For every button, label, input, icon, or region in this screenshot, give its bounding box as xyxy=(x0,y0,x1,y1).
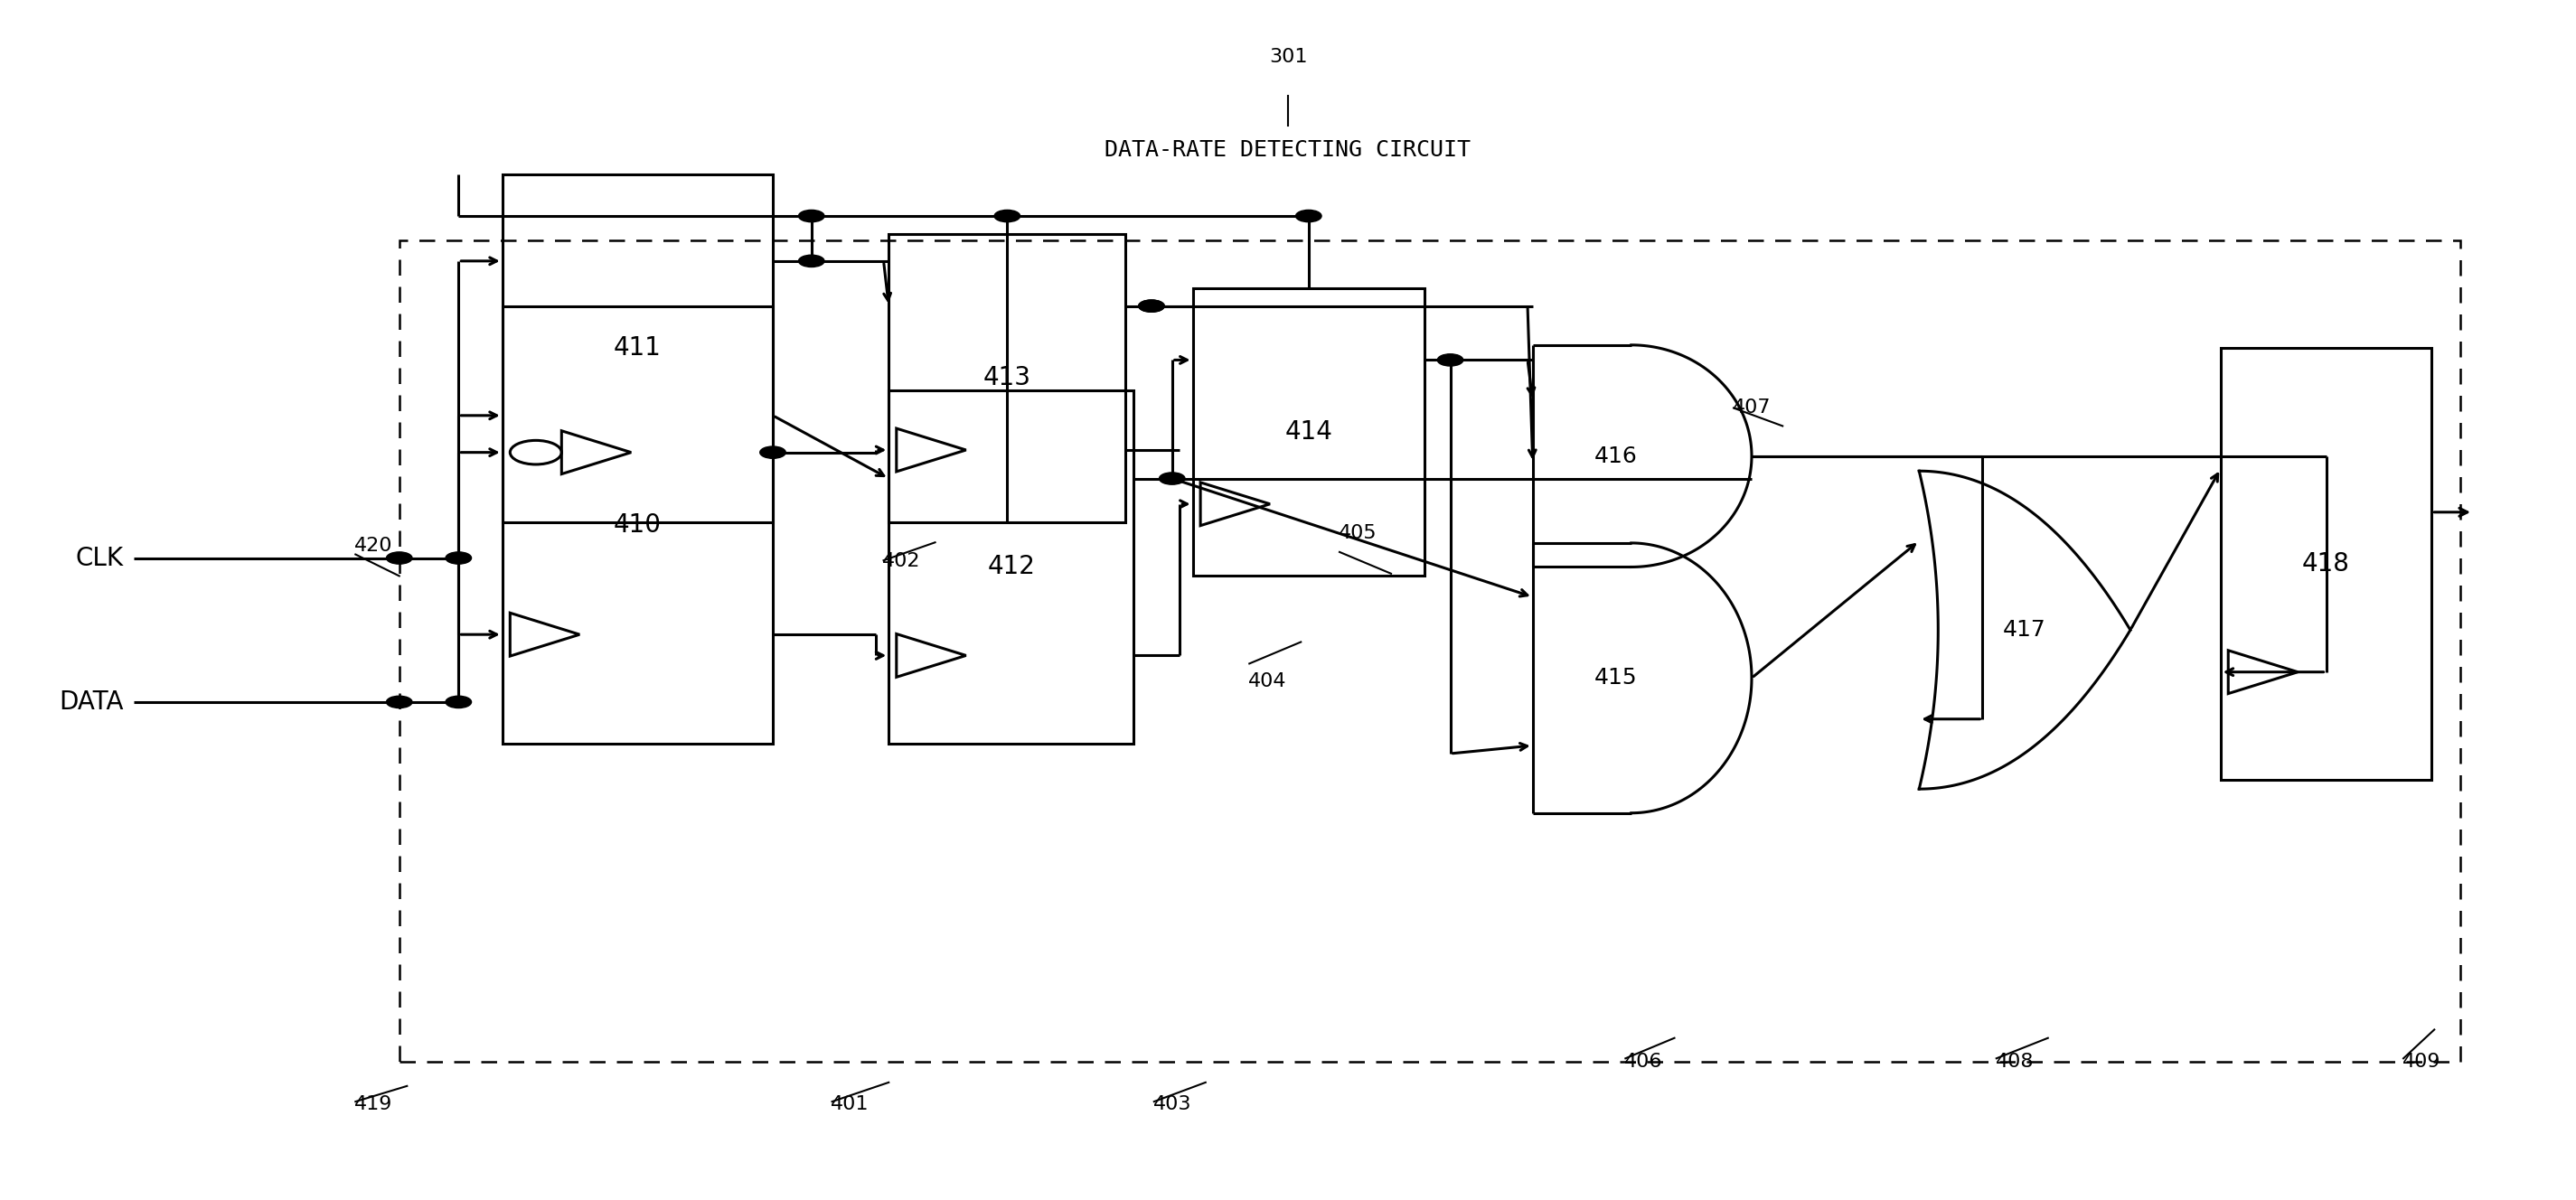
Text: 404: 404 xyxy=(1249,672,1285,690)
Circle shape xyxy=(1437,354,1463,366)
Text: 420: 420 xyxy=(355,536,392,556)
Text: 412: 412 xyxy=(987,554,1036,580)
Text: 407: 407 xyxy=(1734,398,1770,416)
Circle shape xyxy=(446,552,471,564)
Circle shape xyxy=(799,210,824,222)
Bar xyxy=(2221,348,2432,780)
Circle shape xyxy=(386,696,412,708)
Circle shape xyxy=(994,210,1020,222)
Circle shape xyxy=(760,446,786,458)
Text: 416: 416 xyxy=(1595,445,1638,467)
Text: 301: 301 xyxy=(1270,48,1306,66)
Bar xyxy=(889,234,1126,522)
Text: CLK: CLK xyxy=(75,545,124,571)
Circle shape xyxy=(1296,210,1321,222)
Bar xyxy=(502,174,773,522)
Text: 417: 417 xyxy=(2004,619,2045,641)
Text: 415: 415 xyxy=(1595,667,1638,689)
Circle shape xyxy=(386,552,412,564)
Text: 408: 408 xyxy=(1996,1052,2032,1070)
Text: 414: 414 xyxy=(1285,419,1332,445)
Text: 406: 406 xyxy=(1625,1052,1662,1070)
Text: 410: 410 xyxy=(613,512,662,538)
Text: 413: 413 xyxy=(984,365,1030,391)
Text: 401: 401 xyxy=(832,1096,868,1114)
Text: 405: 405 xyxy=(1340,524,1376,542)
Circle shape xyxy=(799,256,824,268)
Text: 409: 409 xyxy=(2403,1052,2439,1070)
Text: DATA-RATE DETECTING CIRCUIT: DATA-RATE DETECTING CIRCUIT xyxy=(1105,139,1471,161)
Bar xyxy=(1193,288,1425,576)
Circle shape xyxy=(1159,473,1185,485)
Text: DATA: DATA xyxy=(59,689,124,715)
Bar xyxy=(889,390,1133,744)
Text: 411: 411 xyxy=(613,335,662,361)
Circle shape xyxy=(1139,300,1164,312)
Circle shape xyxy=(1139,300,1164,312)
Text: 418: 418 xyxy=(2303,551,2349,577)
Text: 403: 403 xyxy=(1154,1096,1190,1114)
Circle shape xyxy=(446,696,471,708)
Bar xyxy=(399,240,2460,1062)
Text: 419: 419 xyxy=(355,1096,392,1114)
Text: 402: 402 xyxy=(884,552,920,570)
Bar xyxy=(502,306,773,744)
